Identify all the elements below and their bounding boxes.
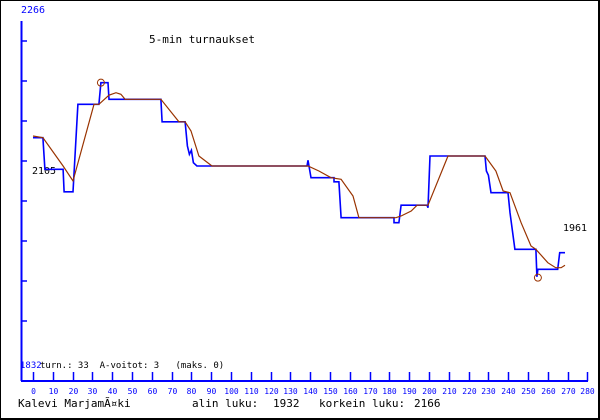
lowest-value: 1932 (273, 397, 300, 410)
x-tick-label: 110 (244, 387, 259, 396)
lowest-marker (533, 273, 542, 282)
y-top-label: 2266 (21, 5, 45, 16)
highest-label: korkein luku: (319, 397, 405, 410)
highest-value: 2166 (414, 397, 441, 410)
player-name: Kalevi MarjamÃ¤ki (18, 397, 131, 410)
start-rating-label: 2105 (32, 166, 56, 177)
x-tick-label: 250 (521, 387, 536, 396)
x-tick-label: 70 (168, 387, 178, 396)
x-tick-label: 190 (402, 387, 417, 396)
trend-line (32, 92, 566, 269)
x-tick-label: 260 (541, 387, 556, 396)
x-tick-label: 90 (207, 387, 217, 396)
x-tick-label: 100 (224, 387, 239, 396)
stats-line: turn.: 33 A-voitot: 3 (maks. 0) (40, 361, 224, 371)
x-tick-label: 120 (264, 387, 279, 396)
x-tick-label: 270 (561, 387, 576, 396)
x-tick-label: 150 (323, 387, 338, 396)
x-tick-label: 130 (283, 387, 298, 396)
rating-line (33, 81, 565, 277)
x-tick-label: 200 (422, 387, 437, 396)
x-tick-label: 220 (462, 387, 477, 396)
x-tick-label: 170 (363, 387, 378, 396)
x-tick-label: 240 (501, 387, 516, 396)
end-rating-label: 1961 (563, 223, 587, 234)
x-tick-label: 280 (580, 387, 595, 396)
x-tick-label: 180 (382, 387, 397, 396)
x-tick-label: 140 (303, 387, 318, 396)
highest-marker (96, 78, 105, 87)
x-tick-label: 20 (69, 387, 79, 396)
x-tick-label: 40 (108, 387, 118, 396)
x-tick-label: 210 (442, 387, 457, 396)
x-tick-label: 230 (481, 387, 496, 396)
x-tick-label: 60 (148, 387, 158, 396)
lowest-label: alin luku: (192, 397, 258, 410)
x-tick-label: 80 (187, 387, 197, 396)
x-tick-label: 0 (31, 387, 36, 396)
y-bottom-label: 1832 (20, 361, 42, 371)
x-tick-label: 160 (343, 387, 358, 396)
x-tick-label: 50 (128, 387, 138, 396)
x-tick-label: 30 (88, 387, 98, 396)
chart-title: 5-min turnaukset (149, 33, 255, 46)
x-tick-label: 10 (49, 387, 59, 396)
